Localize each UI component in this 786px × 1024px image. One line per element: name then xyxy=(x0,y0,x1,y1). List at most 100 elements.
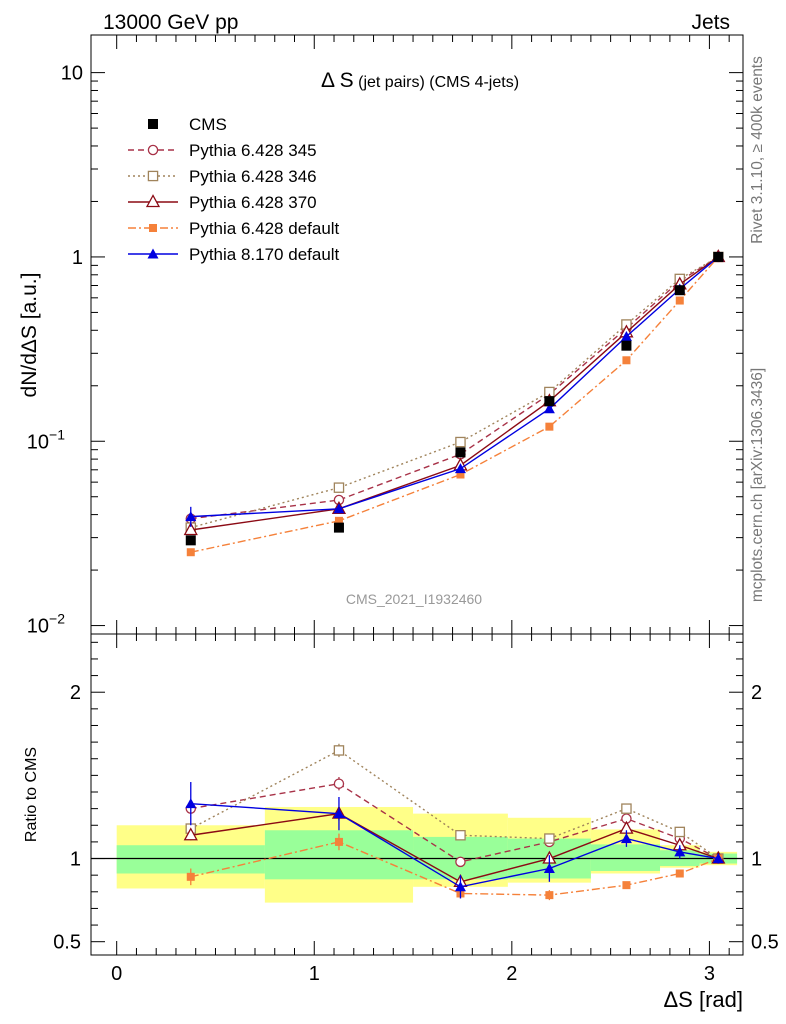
energy-label: 13000 GeV pp xyxy=(103,11,238,34)
ratio-point xyxy=(545,891,554,900)
data-point xyxy=(621,340,632,351)
y-tick-base: 1 xyxy=(72,247,83,269)
series-point xyxy=(186,548,195,557)
legend-label: Pythia 6.428 default xyxy=(189,219,340,238)
ratio-point xyxy=(712,853,724,864)
series-line xyxy=(190,256,719,529)
ratio-y-tick-label: 0.5 xyxy=(53,932,81,954)
ratio-point xyxy=(674,826,686,838)
data-point xyxy=(333,522,344,533)
process-label: Jets xyxy=(691,11,730,34)
legend-marker xyxy=(145,194,161,208)
x-tick-label: 2 xyxy=(506,963,517,985)
series-point xyxy=(675,296,684,305)
series-point xyxy=(334,516,343,525)
ratio-y-tick-label-right: 0.5 xyxy=(751,932,779,954)
ratio-point xyxy=(183,827,198,841)
series-point xyxy=(543,403,555,414)
series-point xyxy=(183,522,198,536)
data-point xyxy=(544,396,555,407)
mcplots-label: mcplots.cern.ch [arXiv:1306.3436] xyxy=(749,368,766,602)
series-0 xyxy=(185,251,724,524)
y-axis-label: dN/dΔS [a.u.] xyxy=(18,273,41,398)
series-1 xyxy=(185,251,724,533)
ratio-y-tick-label-right: 1 xyxy=(751,849,762,871)
x-axis-label: ΔS [rad] xyxy=(663,987,743,1012)
y-tick-label: 10−1 xyxy=(27,426,65,453)
legend-marker xyxy=(148,119,158,129)
series-point xyxy=(454,463,466,474)
ratio-series-4 xyxy=(185,782,724,899)
series-point xyxy=(333,482,345,493)
ratio-point xyxy=(186,872,195,881)
y-tick-base: 10 xyxy=(61,63,83,85)
x-tick-label: 0 xyxy=(111,963,122,985)
series-3 xyxy=(186,252,723,557)
y-tick-label: 10 xyxy=(61,63,83,85)
series-4 xyxy=(185,251,724,522)
series-2 xyxy=(183,249,726,536)
y-tick-exponent: −2 xyxy=(49,611,65,627)
legend-label: Pythia 6.428 370 xyxy=(189,193,317,212)
ratio-point xyxy=(621,803,632,814)
legend-marker xyxy=(147,170,159,182)
ratio-point xyxy=(333,778,345,789)
legend: CMS Pythia 6.428 345 Pythia 6.428 346 Pythi… xyxy=(128,115,340,264)
data-point xyxy=(185,535,196,546)
ratio-y-tick-label: 1 xyxy=(70,849,81,871)
ratio-point xyxy=(455,856,466,868)
uncertainty-band-stat xyxy=(590,844,661,872)
ratio-point xyxy=(620,833,632,844)
ratio-point xyxy=(454,881,466,892)
series-point xyxy=(456,470,465,479)
series-point xyxy=(620,331,632,342)
y-tick-label: 1 xyxy=(72,247,83,269)
ratio-frame xyxy=(90,633,744,956)
series-point xyxy=(622,356,631,365)
ratio-y-tick-label: 2 xyxy=(70,682,81,704)
ratio-point xyxy=(543,863,555,874)
ratio-point xyxy=(333,808,345,819)
y-tick-base: 10 xyxy=(27,616,49,638)
legend-label: Pythia 6.428 345 xyxy=(189,141,317,160)
series-line xyxy=(190,256,719,518)
data-point xyxy=(674,285,685,296)
rivet-version-label: Rivet 3.1.10, ≥ 400k events xyxy=(749,56,766,244)
data-point xyxy=(713,251,724,262)
ratio-point xyxy=(674,846,686,857)
ratio-point xyxy=(334,837,343,846)
ratio-point xyxy=(544,833,555,844)
series-line xyxy=(190,256,719,520)
ratio-point xyxy=(455,829,466,841)
title-main: Δ S xyxy=(321,69,354,92)
series-line xyxy=(190,256,719,553)
y-tick-label: 10−2 xyxy=(27,611,65,638)
legend-marker xyxy=(147,144,159,156)
series-point xyxy=(545,422,554,431)
ratio-point xyxy=(185,798,197,809)
ratio-panel: 0.5 0.5 1 1 2 2 0 1 2 3 Ratio to CMS ΔS [rad] xyxy=(23,633,779,1012)
ratio-point xyxy=(333,745,345,756)
ratio-point xyxy=(622,881,631,890)
cms-data xyxy=(185,251,724,546)
chart-title: Δ S (jet pairs) (CMS 4-jets) xyxy=(321,69,519,92)
series-point xyxy=(455,436,466,448)
y-tick-base: 10 xyxy=(27,431,49,453)
ratio-point xyxy=(675,869,684,878)
legend-marker xyxy=(149,224,157,232)
legend-marker xyxy=(147,248,159,259)
y-tick-exponent: −1 xyxy=(49,426,65,442)
legend-label: Pythia 6.428 346 xyxy=(189,167,317,186)
ratio-y-axis-label: Ratio to CMS xyxy=(23,747,40,842)
analysis-watermark: CMS_2021_I1932460 xyxy=(346,591,482,607)
legend-label: Pythia 8.170 default xyxy=(189,245,340,264)
series-line xyxy=(190,256,719,531)
x-tick-label: 3 xyxy=(704,963,715,985)
ratio-y-tick-label-right: 2 xyxy=(751,682,762,704)
data-point xyxy=(455,447,466,458)
x-tick-label: 1 xyxy=(309,963,320,985)
legend-label: CMS xyxy=(189,115,227,134)
title-detail: (jet pairs) (CMS 4-jets) xyxy=(354,74,519,91)
